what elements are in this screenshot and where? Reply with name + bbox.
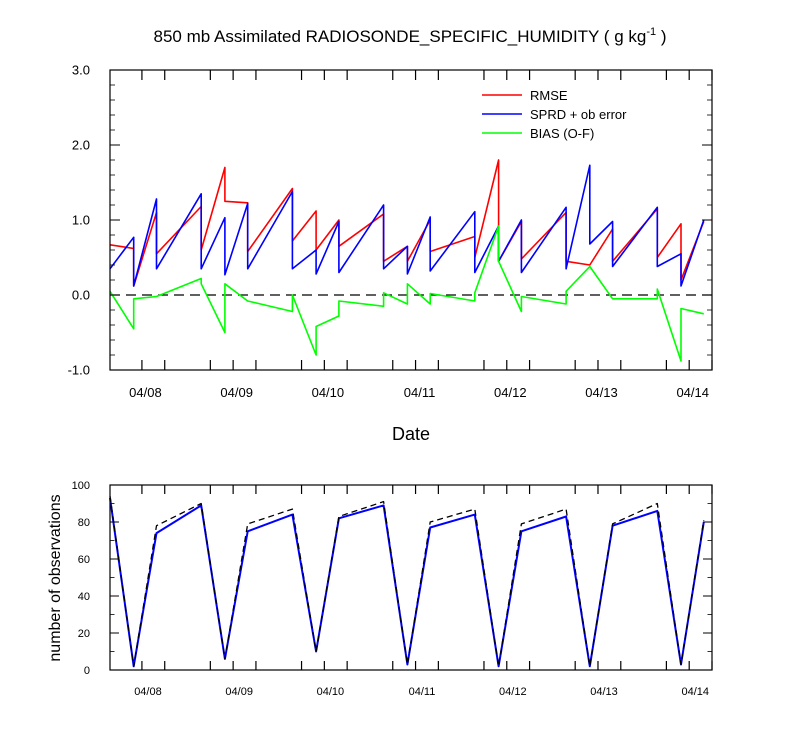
legend-bias-label: BIAS (O-F) bbox=[530, 126, 594, 141]
bottom-series-group bbox=[109, 496, 705, 668]
x-tick-label: 04/08 bbox=[129, 385, 162, 400]
top-chart: 850 mb Assimilated RADIOSONDE_SPECIFIC_H… bbox=[68, 26, 713, 444]
bottom-chart: 0 20 40 60 80 100 04/08 04/09 04/10 04/11 04/12 04/… bbox=[47, 480, 713, 698]
x-tick-label: 04/14 bbox=[676, 385, 709, 400]
title-main: 850 mb Assimilated RADIOSONDE_SPECIFIC_H… bbox=[154, 27, 647, 46]
x-tick-label: 04/11 bbox=[409, 686, 436, 698]
x-tick-label: 04/09 bbox=[220, 385, 253, 400]
y-tick-label: 60 bbox=[78, 554, 90, 566]
title-suffix: ) bbox=[656, 27, 666, 46]
y-tick-label: 2.0 bbox=[72, 138, 90, 153]
chart-title: 850 mb Assimilated RADIOSONDE_SPECIFIC_H… bbox=[154, 26, 667, 46]
x-tick-label: 04/14 bbox=[681, 686, 709, 698]
y-tick-label: 20 bbox=[78, 628, 90, 640]
y-tick-label: 1.0 bbox=[72, 213, 90, 228]
x-tick-label: 04/11 bbox=[404, 385, 436, 400]
top-series-group bbox=[109, 159, 712, 362]
x-tick-label: 04/10 bbox=[317, 686, 345, 698]
x-tick-label: 04/13 bbox=[590, 686, 618, 698]
legend-rmse-label: RMSE bbox=[530, 88, 568, 103]
x-tick-label: 04/12 bbox=[499, 686, 527, 698]
y-axis-label-observations: number of observations bbox=[47, 494, 64, 661]
bottom-axis-ticks: 0 20 40 60 80 100 04/08 04/09 04/10 04/11 04/12 04/… bbox=[72, 480, 713, 698]
x-tick-label: 04/09 bbox=[225, 686, 253, 698]
y-tick-label: 0.0 bbox=[72, 288, 90, 303]
y-tick-label: 100 bbox=[72, 480, 90, 492]
y-tick-label: 3.0 bbox=[72, 63, 90, 78]
x-axis-label: Date bbox=[392, 424, 430, 444]
legend: RMSE SPRD + ob error BIAS (O-F) bbox=[482, 88, 627, 141]
x-tick-label: 04/08 bbox=[134, 686, 162, 698]
x-tick-label: 04/12 bbox=[494, 385, 527, 400]
series-line-sprd-ob-error bbox=[109, 164, 705, 287]
y-tick-label: -1.0 bbox=[68, 363, 90, 378]
x-tick-label: 04/13 bbox=[585, 385, 618, 400]
x-tick-label: 04/10 bbox=[312, 385, 345, 400]
y-tick-label: 80 bbox=[78, 517, 90, 529]
y-tick-label: 0 bbox=[84, 665, 90, 677]
title-superscript: -1 bbox=[646, 26, 656, 38]
top-axis-ticks: -1.0 0.0 1.0 2.0 3.0 04/08 04/09 04/10 04/11 04/1… bbox=[68, 63, 713, 400]
series-line-observations-possible bbox=[109, 496, 705, 667]
y-tick-label: 40 bbox=[78, 591, 90, 603]
series-line-bias-o-f bbox=[109, 225, 704, 362]
legend-sprd-label: SPRD + ob error bbox=[530, 107, 627, 122]
